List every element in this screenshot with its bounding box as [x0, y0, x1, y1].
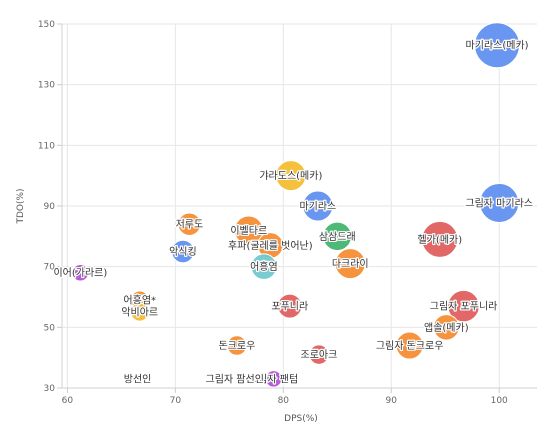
y-tick-label: 30 [44, 384, 56, 394]
bubble-label: 이어(가라르) [53, 267, 107, 279]
y-axis-title: TDO(%) [16, 188, 26, 224]
bubble-point [71, 263, 90, 282]
bubble-label: 악비아르 [121, 307, 158, 319]
y-tick-label: 110 [38, 141, 55, 151]
bubble-point [479, 182, 520, 223]
bubble-point [322, 221, 353, 252]
bubble-label: 마기라스 [299, 201, 336, 213]
bubble-point [334, 248, 366, 280]
bubble-label: 마기라스(메카) [466, 40, 529, 52]
bubble-label: 어흥염* [123, 294, 156, 307]
bubble-label: 포푸니라 [271, 301, 308, 313]
x-tick-label: 100 [491, 396, 508, 406]
bubble-point [421, 220, 459, 258]
bubble-label: 이벨타르 [230, 225, 267, 237]
grid-lines [62, 23, 537, 389]
bubble-label: 다크라이 [332, 258, 369, 270]
bubble-point [275, 160, 307, 192]
x-axis-title: DPS(%) [284, 414, 318, 424]
bubble-label: 그림자 팬텀 [249, 373, 298, 385]
bubble-label: 악식킹 [169, 246, 197, 258]
y-tick-label: 150 [38, 20, 55, 30]
bubble-label: 어흥염 [250, 260, 278, 273]
bubble-point [308, 344, 330, 365]
bubble-point [395, 331, 424, 360]
bubble-point [277, 293, 303, 319]
bubble-point [171, 239, 195, 264]
bubble-label: 앱솔(메카) [424, 322, 469, 334]
bubble-label: 삼삼드래 [319, 231, 356, 243]
bubble-label: 후파(굴레를 벗어난) [228, 240, 313, 252]
bubble-label: 돈크로우 [218, 340, 255, 352]
bubble-point [447, 289, 480, 323]
bubble-point [250, 253, 278, 280]
x-tick-label: 60 [62, 396, 74, 406]
bubble-point [177, 212, 202, 236]
bubble-label: 저루도 [176, 219, 204, 231]
y-tick-label: 130 [38, 81, 55, 91]
bubble-point [474, 22, 521, 69]
bubble-point [264, 370, 283, 388]
y-tick-label: 50 [44, 323, 56, 333]
bubble-point [226, 335, 248, 356]
bubble-label: 그림자 돈크로우 [376, 340, 444, 352]
bubble-series [71, 22, 521, 388]
y-tick-label: 90 [44, 202, 56, 212]
annotation-label: 방선인 [124, 373, 152, 385]
x-tick-label: 80 [278, 396, 290, 406]
axes: 30 50 70 90 110 130 150 60 70 80 90 100 [38, 20, 537, 406]
x-tick-label: 90 [386, 396, 398, 406]
bubble-point [433, 314, 460, 341]
bubble-label: 그림자 마기라스 [465, 197, 533, 209]
bubble-label: 갸라도스(메카) [259, 170, 322, 182]
bubble-point [302, 190, 334, 222]
bubble-point [130, 302, 150, 322]
bubble-label: 그림자 포푸니라 [430, 301, 498, 313]
bubble-label: 헬가(메카) [418, 234, 463, 246]
bubble-point [234, 215, 264, 246]
x-tick-label: 70 [170, 396, 182, 406]
y-tick-label: 70 [44, 263, 56, 273]
annotation-label: 그림자 팜선인 [206, 373, 264, 385]
bubble-label: 조로아크 [301, 349, 338, 361]
